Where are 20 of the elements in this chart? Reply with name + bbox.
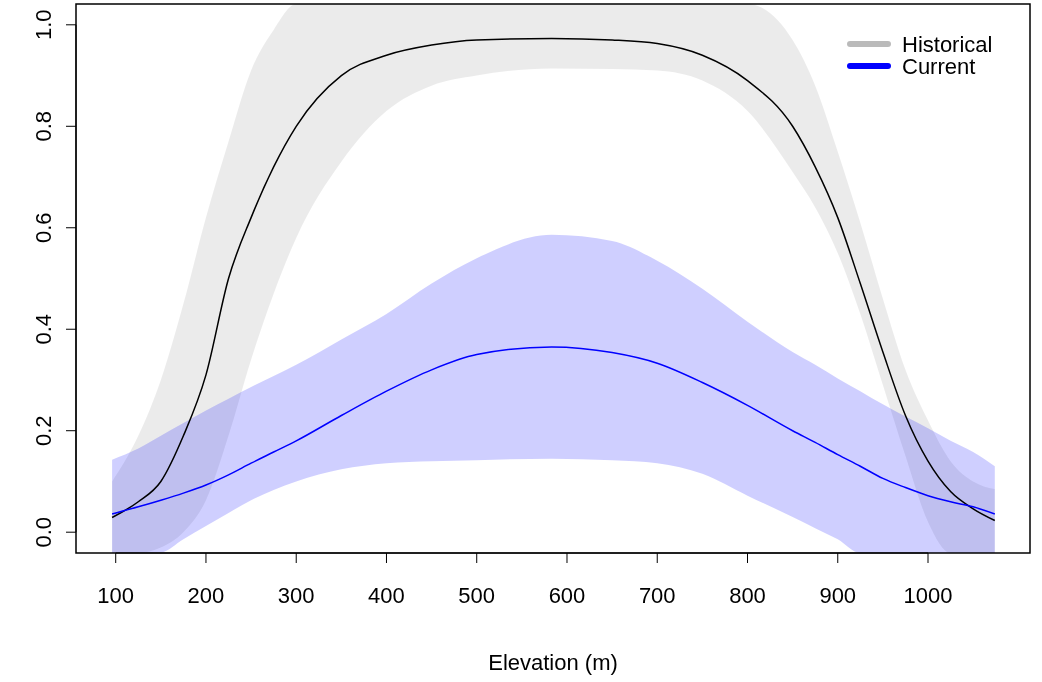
- line-series: [111, 346, 996, 515]
- legend-label: Historical: [902, 32, 993, 57]
- x-tick-label: 900: [819, 583, 857, 608]
- x-tick-label: 500: [458, 583, 496, 608]
- x-tick-label: 800: [729, 583, 766, 608]
- x-tick-label: 100: [97, 583, 135, 608]
- y-tick-label: 0.4: [31, 313, 56, 345]
- legend-label: Current: [902, 54, 976, 79]
- x-tick-label: 200: [187, 583, 225, 608]
- x-tick-label: 400: [368, 583, 405, 608]
- x-tick-label: 1000: [903, 583, 953, 608]
- x-tick-label: 600: [548, 583, 586, 608]
- y-tick-label: 0.0: [31, 516, 56, 548]
- y-tick-label: 0.2: [31, 415, 56, 447]
- y-tick-label: 0.6: [31, 212, 56, 244]
- y-tick-label: 1.0: [31, 9, 56, 41]
- x-tick-label: 300: [277, 583, 315, 608]
- y-tick-label: 0.8: [31, 110, 56, 142]
- x-tick-label: 700: [638, 583, 676, 608]
- x-axis-title: Elevation (m): [488, 650, 618, 675]
